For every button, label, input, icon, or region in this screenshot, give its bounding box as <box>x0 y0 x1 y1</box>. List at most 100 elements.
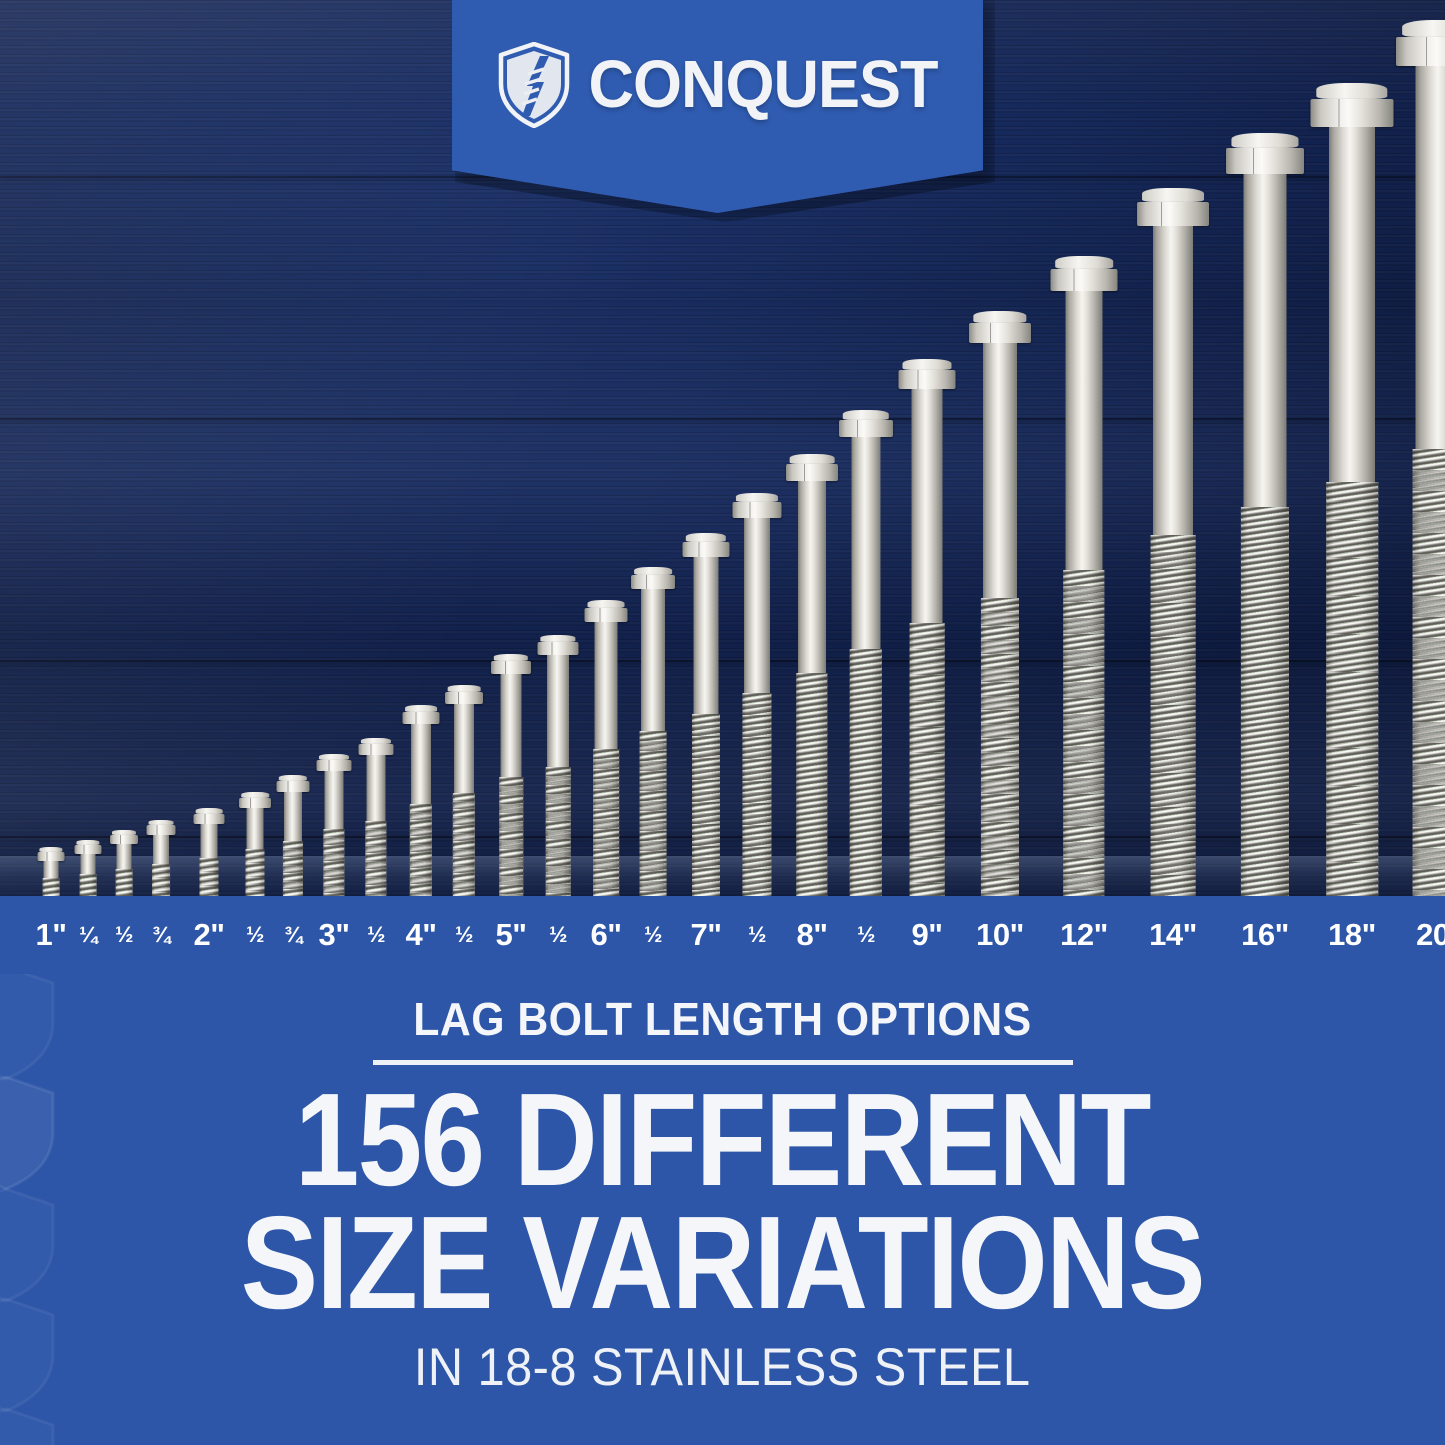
bolt-thread-highlights <box>593 749 619 898</box>
bolt-thread-highlights <box>909 623 945 898</box>
bolt-head-seam <box>1073 269 1075 291</box>
bolt-head <box>276 781 310 792</box>
bolt-shank <box>43 861 59 880</box>
divider-rule <box>372 1060 1073 1065</box>
bolt-head-top <box>318 754 350 760</box>
bolt-half <box>445 685 483 898</box>
bolt-9in <box>898 359 956 898</box>
bolt-thread-highlights <box>115 869 133 898</box>
bolt-head-seam <box>917 370 919 389</box>
bolt-12in <box>1050 256 1118 898</box>
bolt-shank <box>500 674 522 779</box>
bolt-head-top <box>1142 188 1204 202</box>
bolt-thread-highlights <box>692 714 720 898</box>
bolt-shank <box>1153 226 1193 537</box>
bolt-head <box>786 464 838 481</box>
bolt-shank <box>851 437 881 651</box>
size-label: 14" <box>1149 917 1197 952</box>
bolt-shank <box>547 655 569 769</box>
bolt-shank <box>1065 291 1103 572</box>
bolt-threequarter <box>276 775 310 898</box>
bolt-4in <box>402 705 440 898</box>
bolt-head <box>898 370 956 389</box>
bolt-head-seam <box>415 712 417 724</box>
bolt-thread-highlights <box>152 864 170 898</box>
bolt-head-top <box>76 840 100 845</box>
bolt-head <box>682 542 730 557</box>
bolt-head-top <box>360 738 392 744</box>
size-label: 5" <box>495 917 527 952</box>
size-label: ½ <box>748 922 766 947</box>
bolt-head-seam <box>457 692 459 704</box>
bolt-threequarter <box>146 820 176 898</box>
bolt-head-top <box>195 808 223 814</box>
size-label: 7" <box>690 917 722 952</box>
bolt-head-seam <box>599 608 601 622</box>
bolt-3in <box>316 754 352 898</box>
bolt-head-top <box>735 493 779 502</box>
size-label: 18" <box>1328 917 1376 952</box>
bolt-shank <box>454 704 474 795</box>
bolt-head <box>358 744 394 755</box>
bolt-head-seam <box>749 502 751 518</box>
bolt-head-top <box>842 410 890 420</box>
wood-plank-seam <box>0 660 1445 662</box>
bolt-head <box>146 825 176 835</box>
bolt-thread-highlights <box>323 829 345 898</box>
shield-watermark-icon <box>0 1075 55 1191</box>
size-label: ½ <box>367 922 385 947</box>
brand-name: CONQUEST <box>588 47 938 122</box>
bolt-18in <box>1310 83 1394 898</box>
bolt-head-seam <box>83 845 85 854</box>
bolt-head-top <box>493 654 529 661</box>
subline-text: IN 18-8 STAINLESS STEEL <box>414 1337 1031 1397</box>
bolt-head <box>239 798 271 808</box>
shield-watermark-icon <box>0 1297 55 1413</box>
bolt-thread-highlights <box>742 693 772 898</box>
bolt-14in <box>1137 188 1209 898</box>
size-label: 9" <box>911 917 943 952</box>
bolt-shank <box>641 589 665 733</box>
size-label: 1" <box>35 917 67 952</box>
brand-logo: CONQUEST <box>497 42 939 128</box>
bolt-shank <box>693 557 719 716</box>
shield-watermark-icon <box>0 974 55 1081</box>
size-label: ½ <box>857 922 875 947</box>
bolt-head <box>584 608 628 622</box>
bolt-head <box>1137 202 1209 226</box>
bolt-head <box>732 502 782 518</box>
size-label: 2" <box>193 917 225 952</box>
bolt-thread-highlights <box>1063 570 1105 898</box>
bolt-half <box>537 635 579 898</box>
bolt-lineup <box>37 20 1445 898</box>
bolt-thread-highlights <box>42 878 60 898</box>
bolt-shank <box>153 835 169 866</box>
bolt-head-seam <box>990 323 992 343</box>
bolt-shank <box>284 792 302 843</box>
bolt-shank <box>1243 174 1287 509</box>
bolt-head-seam <box>1338 99 1340 127</box>
bolt-head-seam <box>119 835 121 844</box>
bolt-head-top <box>789 454 835 464</box>
bolt-thread-highlights <box>545 767 571 898</box>
bolt-head-top <box>587 600 625 608</box>
bolt-half <box>110 830 138 898</box>
bolt-shank <box>983 343 1017 600</box>
bolt-head-top <box>685 533 727 542</box>
size-label: ½ <box>455 922 473 947</box>
logo-banner: CONQUEST <box>452 0 983 213</box>
bolt-half <box>239 792 271 898</box>
bolt-head-top <box>111 830 137 835</box>
bolt-thread-highlights <box>849 649 883 898</box>
bolt-shank <box>324 771 344 831</box>
bolt-thread-highlights <box>245 849 265 898</box>
floor-highlight <box>0 856 1445 900</box>
bolt-head-seam <box>204 814 206 824</box>
size-label: ¾ <box>152 922 170 947</box>
bolt-head <box>193 814 225 824</box>
bolt-head-seam <box>1252 148 1254 174</box>
bolt-half <box>631 567 675 898</box>
size-label: ½ <box>549 922 567 947</box>
bolt-head-top <box>1316 83 1388 99</box>
bolt-20in <box>1396 20 1445 898</box>
